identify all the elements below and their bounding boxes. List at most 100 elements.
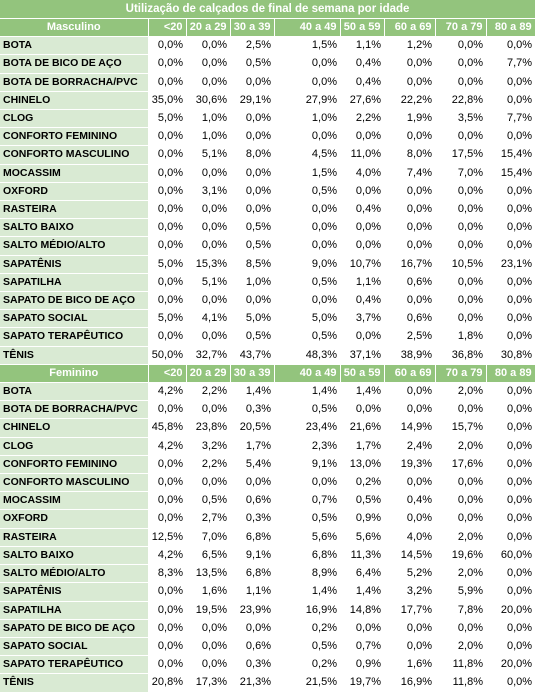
percentage-cell: 19,5% (186, 601, 230, 620)
percentage-cell: 0,6% (384, 309, 435, 329)
percentage-cell: 0,0% (186, 291, 230, 311)
percentage-cell: 5,0% (230, 309, 274, 329)
percentage-cell: 2,2% (186, 382, 230, 402)
percentage-cell: 0,4% (340, 291, 384, 311)
percentage-cell: 5,1% (186, 273, 230, 293)
percentage-cell: 37,1% (340, 346, 384, 365)
table-row: SAPATO DE BICO DE AÇO 0,0% 0,0% 0,0% 0,0% 0,4… (0, 291, 535, 311)
age-group-header: 70 a 79 (435, 18, 487, 38)
percentage-cell: 50,0% (148, 346, 186, 365)
table-row: MOCASSIM 0,0% 0,5% 0,6% 0,7% 0,5% 0,4% 0,0% 0,0% (0, 491, 535, 511)
percentage-cell: 0,0% (148, 509, 186, 529)
percentage-cell: 0,0% (340, 127, 384, 147)
age-group-header: 20 a 29 (186, 18, 231, 38)
percentage-cell: 23,8% (186, 418, 230, 438)
percentage-cell: 0,0% (435, 218, 486, 238)
percentage-cell: 0,0% (435, 473, 486, 493)
percentage-cell: 0,0% (148, 182, 186, 202)
age-group-header: 70 a 79 (435, 364, 487, 384)
percentage-cell: 16,9% (274, 601, 340, 620)
shoe-type-label: TÊNIS (0, 346, 149, 365)
percentage-cell: 2,0% (435, 437, 486, 456)
percentage-cell: 0,0% (486, 455, 535, 475)
age-group-header: <20 (148, 364, 187, 384)
percentage-cell: 0,0% (148, 619, 186, 638)
percentage-cell: 0,0% (340, 182, 384, 202)
percentage-cell: 0,5% (274, 637, 340, 657)
percentage-cell: 0,5% (230, 327, 274, 347)
table-row: SAPATÊNIS 5,0% 15,3% 8,5% 9,0% 10,7% 16,7% 10,5… (0, 255, 535, 274)
table-row: CHINELO 35,0% 30,6% 29,1% 27,9% 27,6% 22,2% 22,… (0, 91, 535, 111)
age-group-header: 40 a 49 (274, 364, 341, 384)
percentage-cell: 23,1% (486, 255, 535, 274)
percentage-cell: 0,0% (186, 54, 230, 74)
shoe-type-label: BOTA DE BICO DE AÇO (0, 54, 149, 74)
percentage-cell: 21,5% (274, 673, 340, 693)
percentage-cell: 0,0% (274, 291, 340, 311)
table-row: BOTA DE BICO DE AÇO 0,0% 0,0% 0,5% 0,0% 0,4% 0… (0, 54, 535, 74)
age-group-header: 50 a 59 (340, 364, 385, 384)
percentage-cell: 1,9% (384, 109, 435, 129)
percentage-cell: 0,2% (274, 655, 340, 675)
age-group-header: 30 a 39 (230, 18, 275, 38)
percentage-cell: 6,8% (274, 546, 340, 566)
percentage-cell: 5,1% (186, 145, 230, 165)
percentage-cell: 0,0% (148, 236, 186, 256)
shoe-type-label: BOTA DE BORRACHA/PVC (0, 73, 149, 92)
percentage-cell: 0,0% (186, 73, 230, 92)
percentage-cell: 0,0% (435, 291, 486, 311)
section-header-row: Feminino <20 20 a 29 30 a 39 40 a 49 50 a 59 6… (0, 364, 535, 384)
percentage-cell: 0,0% (486, 73, 535, 92)
percentage-cell: 0,3% (230, 509, 274, 529)
percentage-cell: 0,0% (435, 127, 486, 147)
shoe-type-label: OXFORD (0, 509, 149, 529)
percentage-cell: 2,0% (435, 382, 486, 402)
shoe-type-label: SAPATO DE BICO DE AÇO (0, 619, 149, 638)
percentage-cell: 0,0% (486, 491, 535, 511)
percentage-cell: 1,6% (384, 655, 435, 675)
percentage-cell: 0,0% (486, 273, 535, 293)
percentage-cell: 0,6% (230, 491, 274, 511)
table-row: TÊNIS 50,0% 32,7% 43,7% 48,3% 37,1% 38,9% 36,8%… (0, 346, 535, 365)
percentage-cell: 5,9% (435, 582, 486, 602)
age-group-header: 30 a 39 (230, 364, 275, 384)
percentage-cell: 0,0% (435, 619, 486, 638)
percentage-cell: 35,0% (148, 91, 186, 111)
table-row: CONFORTO MASCULINO 0,0% 0,0% 0,0% 0,0% 0,2% 0,… (0, 473, 535, 493)
percentage-cell: 0,0% (274, 127, 340, 147)
percentage-cell: 20,5% (230, 418, 274, 438)
shoe-type-label: SAPATILHA (0, 273, 149, 293)
percentage-cell: 11,0% (340, 145, 384, 165)
percentage-cell: 2,2% (186, 455, 230, 475)
shoe-type-label: RASTEIRA (0, 200, 149, 220)
percentage-cell: 5,0% (148, 109, 186, 129)
percentage-cell: 4,0% (384, 528, 435, 547)
percentage-cell: 0,0% (435, 200, 486, 220)
percentage-cell: 0,0% (486, 400, 535, 420)
percentage-cell: 9,1% (230, 546, 274, 566)
percentage-cell: 0,0% (186, 218, 230, 238)
table-row: SALTO BAIXO 4,2% 6,5% 9,1% 6,8% 11,3% 14,5% 19,… (0, 546, 535, 566)
percentage-cell: 6,5% (186, 546, 230, 566)
percentage-cell: 16,7% (384, 255, 435, 274)
percentage-cell: 0,0% (486, 637, 535, 657)
percentage-cell: 7,7% (486, 54, 535, 74)
percentage-cell: 0,0% (230, 127, 274, 147)
percentage-cell: 5,0% (148, 309, 186, 329)
percentage-cell: 1,8% (435, 327, 486, 347)
percentage-cell: 0,0% (486, 327, 535, 347)
shoe-type-label: SALTO MÉDIO/ALTO (0, 236, 149, 256)
shoe-type-label: BOTA (0, 36, 149, 56)
percentage-cell: 19,3% (384, 455, 435, 475)
percentage-cell: 0,0% (148, 164, 186, 183)
percentage-cell: 0,0% (186, 655, 230, 675)
percentage-cell: 4,2% (148, 437, 186, 456)
percentage-cell: 21,6% (340, 418, 384, 438)
percentage-cell: 0,0% (186, 400, 230, 420)
percentage-cell: 0,5% (340, 491, 384, 511)
shoe-type-label: CONFORTO FEMININO (0, 455, 149, 475)
percentage-cell: 14,8% (340, 601, 384, 620)
table-row: CONFORTO MASCULINO 0,0% 5,1% 8,0% 4,5% 11,0% 8… (0, 145, 535, 165)
percentage-cell: 0,0% (148, 655, 186, 675)
percentage-cell: 0,4% (340, 73, 384, 92)
